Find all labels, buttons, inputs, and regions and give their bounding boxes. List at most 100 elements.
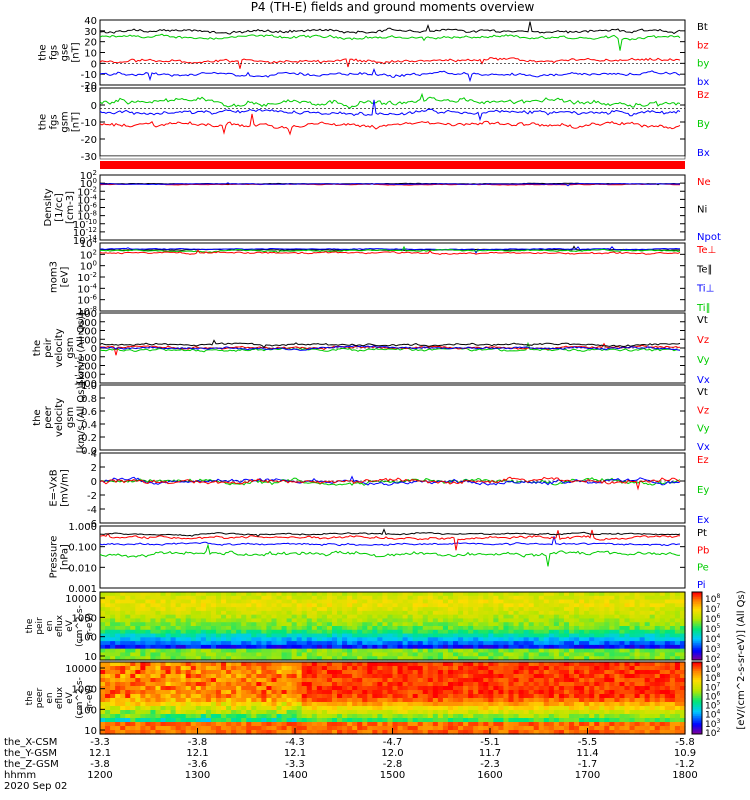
spectrogram-cell xyxy=(589,626,595,631)
spectrogram-cell xyxy=(644,674,651,679)
spectrogram-cell xyxy=(140,714,146,719)
spectrogram-cell xyxy=(463,648,469,654)
spectrogram-cell xyxy=(604,722,610,727)
spectrogram-cell xyxy=(644,694,651,699)
spectrogram-cell xyxy=(150,718,157,723)
spectrogram-cell xyxy=(342,666,348,671)
spectrogram-cell xyxy=(538,652,545,657)
spectrogram-cell xyxy=(130,726,136,731)
spectrogram-cell xyxy=(639,670,646,675)
spectrogram-cell xyxy=(226,690,232,695)
spectrogram-cell xyxy=(311,656,318,661)
spectrogram-cell xyxy=(392,714,399,719)
spectrogram-cell xyxy=(488,637,494,642)
spectrogram-cell xyxy=(352,682,358,687)
spectrogram-cell xyxy=(165,698,172,703)
spectrogram-cell xyxy=(342,710,348,715)
spectrogram-cell xyxy=(276,698,283,703)
spectrogram-cell xyxy=(473,666,479,671)
spectrogram-cell xyxy=(321,670,328,675)
spectrogram-cell xyxy=(453,626,459,631)
spectrogram-cell xyxy=(362,629,368,635)
spectrogram-cell xyxy=(261,626,268,631)
spectrogram-cell xyxy=(609,690,615,695)
spectrogram-cell xyxy=(654,686,661,691)
spectrogram-cell xyxy=(493,603,499,608)
spectrogram-cell xyxy=(589,690,595,695)
spectrogram-cell xyxy=(473,714,479,719)
spectrogram-cell xyxy=(634,614,641,620)
spectrogram-cell xyxy=(372,694,378,699)
spectrogram-cell xyxy=(417,666,424,671)
spectrogram-cell xyxy=(579,662,585,667)
spectrogram-cell xyxy=(130,666,136,671)
spectrogram-cell xyxy=(175,670,182,675)
spectrogram-cell xyxy=(437,644,444,650)
spectrogram-cell xyxy=(251,682,257,687)
spectrogram-cell xyxy=(195,629,202,635)
spectrogram-cell xyxy=(352,652,358,657)
spectrogram-cell xyxy=(231,603,237,608)
spectrogram-cell xyxy=(548,641,555,646)
spectrogram-cell xyxy=(543,690,550,695)
spectrogram-cell xyxy=(503,629,510,635)
spectrogram-cell xyxy=(226,644,232,650)
spectrogram-cell xyxy=(619,666,626,671)
spectrogram-cell xyxy=(120,629,126,635)
spectrogram-cell xyxy=(599,633,605,638)
spectrogram-cell xyxy=(367,648,373,654)
spectrogram-cell xyxy=(594,706,600,711)
spectrogram-cell xyxy=(639,629,646,635)
spectrogram-cell xyxy=(362,641,368,646)
spectrogram-cell xyxy=(326,726,333,731)
spectrogram-cell xyxy=(306,678,313,683)
spectrogram-cell xyxy=(447,641,454,646)
spectrogram-cell xyxy=(205,652,212,657)
spectrogram-cell xyxy=(392,637,399,642)
spectrogram-cell xyxy=(508,633,515,638)
spectrogram-cell xyxy=(574,629,580,635)
spectrogram-cell xyxy=(634,610,641,616)
spectrogram-cell xyxy=(337,686,343,691)
spectrogram-cell xyxy=(200,686,207,691)
spectrogram-cell xyxy=(523,706,530,711)
spectrogram-cell xyxy=(553,648,560,654)
spectrogram-cell xyxy=(261,714,268,719)
spectrogram-cell xyxy=(190,618,197,623)
spectrogram-cell xyxy=(458,686,464,691)
spectrogram-cell xyxy=(210,610,217,616)
spectrogram-cell xyxy=(115,690,121,695)
spectrogram-cell xyxy=(447,682,454,687)
spectrogram-cell xyxy=(594,652,600,657)
spectrogram-cell xyxy=(200,633,207,638)
spectrogram-cell xyxy=(372,618,378,623)
spectrogram-cell xyxy=(347,690,353,695)
spectrogram-cell xyxy=(407,626,414,631)
spectrogram-cell xyxy=(679,633,686,638)
spectrogram-cell xyxy=(382,682,389,687)
spectrogram-cell xyxy=(614,603,621,608)
spectrogram-cell xyxy=(447,686,454,691)
spectrogram-cell xyxy=(236,626,242,631)
spectrogram-cell xyxy=(538,622,545,627)
spectrogram-cell xyxy=(105,662,111,667)
spectrogram-cell xyxy=(160,637,167,642)
spectrogram-cell xyxy=(478,614,484,620)
spectrogram-cell xyxy=(155,682,162,687)
spectrogram-cell xyxy=(523,629,530,635)
spectrogram-cell xyxy=(200,648,207,654)
spectrogram-cell xyxy=(246,662,252,667)
y-axis-label: peir xyxy=(43,337,54,357)
spectrogram-cell xyxy=(160,607,167,612)
spectrogram-cell xyxy=(316,652,323,657)
spectrogram-cell xyxy=(241,722,247,727)
spectrogram-cell xyxy=(271,610,278,616)
spectrogram-cell xyxy=(115,607,121,612)
spectrogram-cell xyxy=(523,603,530,608)
spectrogram-cell xyxy=(387,690,394,695)
spectrogram-cell xyxy=(221,641,227,646)
spectrogram-cell xyxy=(553,694,560,699)
spectrogram-cell xyxy=(574,718,580,723)
spectrogram-cell xyxy=(437,722,444,727)
spectrogram-cell xyxy=(382,722,389,727)
